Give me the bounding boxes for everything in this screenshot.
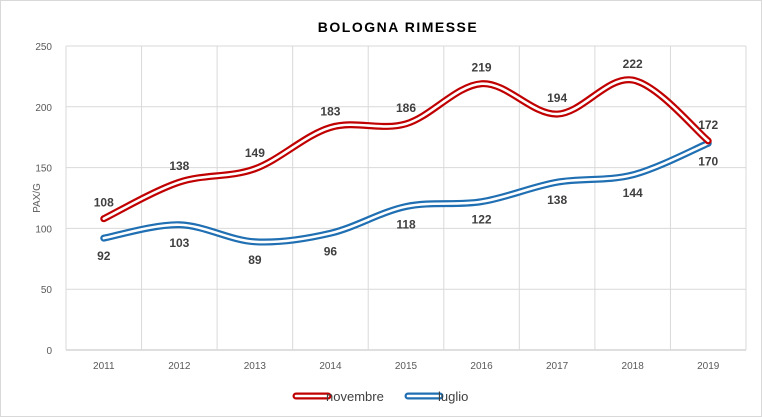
x-tick-label: 2017 <box>546 361 569 372</box>
data-label-novembre: 138 <box>169 159 189 173</box>
y-tick-label: 150 <box>35 164 52 175</box>
y-tick-label: 200 <box>35 103 52 114</box>
x-tick-label: 2016 <box>470 361 493 372</box>
series-luglio <box>100 139 712 246</box>
data-label-luglio: 118 <box>396 218 416 232</box>
x-axis-ticks: 2011 2012 2013 2014 2015 2016 2017 2018 2019 <box>93 361 720 372</box>
data-label-novembre: 219 <box>472 61 492 75</box>
legend: novembre luglio <box>292 389 468 404</box>
x-tick-label: 2018 <box>622 361 645 372</box>
data-label-novembre: 149 <box>245 146 265 160</box>
x-tick-label: 2019 <box>697 361 720 372</box>
y-tick-label: 50 <box>41 285 53 296</box>
y-tick-label: 250 <box>35 42 52 53</box>
series-line-inner-novembre <box>102 78 710 220</box>
data-label-novembre: 183 <box>320 104 340 118</box>
data-label-luglio: 170 <box>698 154 718 168</box>
data-label-luglio: 144 <box>623 186 643 200</box>
data-label-luglio: 138 <box>547 193 567 207</box>
legend-label-novembre: novembre <box>326 389 384 404</box>
data-label-novembre: 222 <box>623 57 643 71</box>
x-tick-label: 2015 <box>395 361 418 372</box>
x-tick-label: 2011 <box>93 361 115 372</box>
data-label-novembre: 194 <box>547 91 567 105</box>
y-axis-ticks: 0 50 100 150 200 250 <box>35 42 52 357</box>
data-label-novembre: 186 <box>396 101 416 115</box>
legend-item-luglio: luglio <box>404 389 468 404</box>
x-tick-label: 2014 <box>319 361 342 372</box>
series-line-inner-luglio <box>102 141 710 244</box>
series-novembre <box>100 76 712 223</box>
y-tick-label: 0 <box>46 346 52 357</box>
data-label-novembre: 172 <box>698 118 718 132</box>
y-tick-label: 100 <box>35 224 52 235</box>
gridlines <box>65 45 747 351</box>
y-axis-label: PAX/G <box>32 183 43 213</box>
data-label-luglio: 122 <box>472 213 492 227</box>
legend-item-novembre: novembre <box>292 389 384 404</box>
x-tick-label: 2013 <box>244 361 267 372</box>
chart-title: BOLOGNA RIMESSE <box>318 19 478 35</box>
data-labels: 108 138 149 183 186 219 194 222 172 92 103 89 96 118 1… <box>94 57 719 267</box>
data-label-luglio: 92 <box>97 249 111 263</box>
data-label-luglio: 103 <box>169 236 189 250</box>
x-tick-label: 2012 <box>168 361 191 372</box>
data-label-novembre: 108 <box>94 196 114 210</box>
series-lines <box>100 76 712 246</box>
legend-label-luglio: luglio <box>438 389 468 404</box>
data-label-luglio: 96 <box>324 244 338 258</box>
data-label-luglio: 89 <box>248 253 262 267</box>
